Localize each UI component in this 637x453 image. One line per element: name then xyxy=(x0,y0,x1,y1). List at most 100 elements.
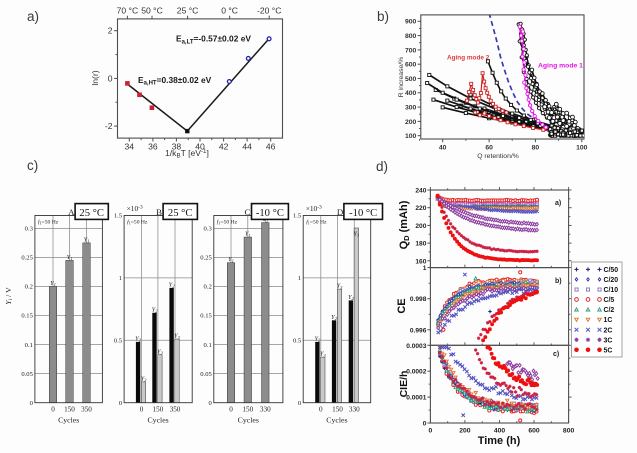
svg-text:Y2: Y2 xyxy=(348,294,355,301)
svg-text:a): a) xyxy=(555,200,561,207)
svg-text:2: 2 xyxy=(108,26,113,36)
svg-text:0.998: 0.998 xyxy=(410,296,427,303)
svg-text:Y3: Y3 xyxy=(174,333,181,340)
svg-text:0.0002: 0.0002 xyxy=(406,369,427,376)
svg-text:Y3: Y3 xyxy=(353,231,360,238)
svg-text:Cycles: Cycles xyxy=(58,416,79,425)
svg-text:ln(r): ln(r) xyxy=(90,70,100,85)
svg-text:0.15: 0.15 xyxy=(21,313,33,320)
svg-text:A: A xyxy=(68,207,75,217)
svg-text:0.3: 0.3 xyxy=(25,226,34,233)
svg-text:0.2: 0.2 xyxy=(204,284,212,291)
svg-text:200: 200 xyxy=(459,428,471,435)
svg-text:Y2: Y2 xyxy=(314,335,321,342)
svg-text:46: 46 xyxy=(266,142,276,152)
svg-text:3C: 3C xyxy=(604,337,613,344)
svg-text:600: 600 xyxy=(405,62,417,69)
svg-text:0.5: 0.5 xyxy=(114,338,123,345)
svg-text:800: 800 xyxy=(563,428,575,435)
svg-text:0: 0 xyxy=(51,406,55,414)
svg-text:40: 40 xyxy=(195,142,205,152)
svg-text:0.05: 0.05 xyxy=(21,371,33,378)
svg-text:f1=50 Hz: f1=50 Hz xyxy=(127,219,148,226)
svg-text:-20 °C: -20 °C xyxy=(257,5,281,15)
svg-text:Cycles: Cycles xyxy=(326,416,347,425)
svg-text:0: 0 xyxy=(229,406,233,414)
svg-text:Y2: Y2 xyxy=(169,281,176,288)
svg-text:1.5: 1.5 xyxy=(293,213,302,220)
svg-text:150: 150 xyxy=(332,406,343,414)
svg-text:0.25: 0.25 xyxy=(21,255,33,262)
svg-text:-10 °C: -10 °C xyxy=(349,208,377,219)
svg-text:1C: 1C xyxy=(604,317,613,324)
svg-text:1/kBT [eV-1]: 1/kBT [eV-1] xyxy=(165,148,209,160)
svg-text:400: 400 xyxy=(405,90,417,97)
svg-text:38: 38 xyxy=(172,142,182,152)
svg-text:Y3: Y3 xyxy=(141,375,148,382)
svg-text:900: 900 xyxy=(405,19,417,26)
svg-text:800: 800 xyxy=(405,33,417,40)
svg-text:b): b) xyxy=(555,278,562,285)
svg-text:C: C xyxy=(245,207,251,217)
svg-text:Y3: Y3 xyxy=(157,348,164,355)
svg-text:0: 0 xyxy=(108,73,113,83)
svg-text:100: 100 xyxy=(405,133,417,140)
svg-text:D: D xyxy=(337,207,343,217)
svg-text:330: 330 xyxy=(349,406,360,414)
svg-text:Ea,HT=0.38±0.02 eV: Ea,HT=0.38±0.02 eV xyxy=(138,75,212,87)
svg-text:C/5: C/5 xyxy=(604,297,615,304)
svg-text:×10-3: ×10-3 xyxy=(127,204,143,213)
svg-text:300: 300 xyxy=(405,105,417,112)
svg-text:1: 1 xyxy=(298,275,301,282)
svg-text:2C: 2C xyxy=(604,327,613,334)
svg-text:0.2: 0.2 xyxy=(25,284,33,291)
svg-text:Y2: Y2 xyxy=(152,306,159,313)
svg-text:Cycles: Cycles xyxy=(147,416,168,425)
svg-text:0: 0 xyxy=(423,421,427,428)
svg-text:0.25: 0.25 xyxy=(200,255,212,262)
svg-text:100: 100 xyxy=(576,145,588,152)
svg-text:200: 200 xyxy=(405,119,417,126)
svg-text:Y2: Y2 xyxy=(135,335,142,342)
svg-text:c): c) xyxy=(27,158,38,173)
svg-text:40: 40 xyxy=(439,145,447,152)
svg-text:Q retention/%: Q retention/% xyxy=(477,153,519,160)
svg-text:C/10: C/10 xyxy=(604,287,619,294)
svg-text:0.15: 0.15 xyxy=(200,313,212,320)
svg-text:400: 400 xyxy=(494,428,506,435)
svg-text:Y3: Y3 xyxy=(320,351,327,358)
svg-text:Y2: Y2 xyxy=(331,314,338,321)
svg-text:×10-3: ×10-3 xyxy=(306,204,322,213)
svg-text:CE: CE xyxy=(396,298,408,313)
svg-text:c): c) xyxy=(553,351,559,358)
svg-text:B: B xyxy=(156,207,162,217)
svg-text:25 °C: 25 °C xyxy=(168,208,193,219)
svg-text:-10 °C: -10 °C xyxy=(256,208,284,219)
svg-text:Cycles: Cycles xyxy=(238,416,259,425)
svg-text:0.05: 0.05 xyxy=(200,371,212,378)
svg-text:25 °C: 25 °C xyxy=(79,208,104,219)
svg-text:150: 150 xyxy=(64,406,75,414)
svg-text:Time (h): Time (h) xyxy=(478,435,521,447)
svg-text:330: 330 xyxy=(260,406,271,414)
svg-text:1.5: 1.5 xyxy=(114,213,123,220)
svg-text:f1=50 Hz: f1=50 Hz xyxy=(38,219,59,226)
svg-text:Y1: Y1 xyxy=(84,236,90,243)
svg-text:Y3: Y3 xyxy=(337,283,344,290)
svg-text:5C: 5C xyxy=(604,347,613,354)
svg-text:34: 34 xyxy=(125,142,135,152)
svg-text:200: 200 xyxy=(415,223,426,230)
svg-text:44: 44 xyxy=(242,142,252,152)
svg-text:C/20: C/20 xyxy=(604,277,619,284)
svg-text:QD (mAh): QD (mAh) xyxy=(398,200,411,249)
svg-text:Yi / V: Yi / V xyxy=(4,287,14,305)
svg-text:1: 1 xyxy=(119,275,122,282)
svg-text:a): a) xyxy=(27,9,39,24)
svg-text:d): d) xyxy=(376,159,388,174)
svg-text:0: 0 xyxy=(119,400,123,407)
svg-text:25 °C: 25 °C xyxy=(177,5,199,15)
svg-text:500: 500 xyxy=(405,76,417,83)
svg-text:0.1: 0.1 xyxy=(204,342,212,349)
svg-text:240: 240 xyxy=(415,188,426,195)
svg-text:0.996: 0.996 xyxy=(410,327,427,334)
